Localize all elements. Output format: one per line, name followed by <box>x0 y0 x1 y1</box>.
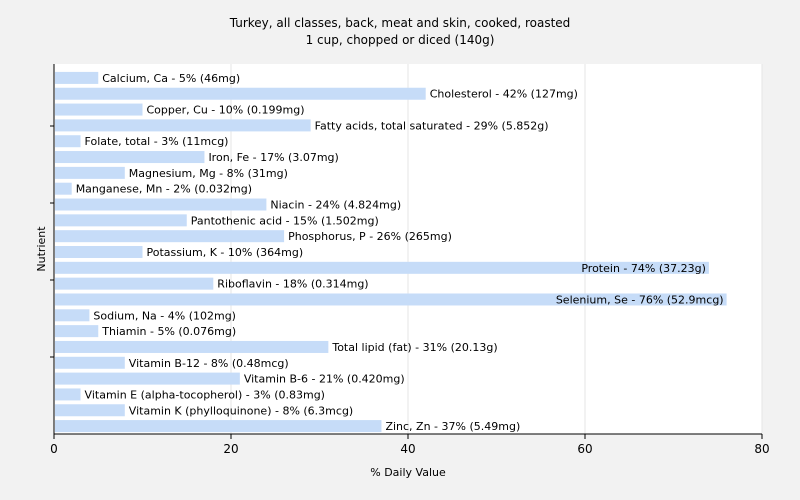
bar <box>55 420 382 433</box>
bar-label: Vitamin K (phylloquinone) - 8% (6.3mcg) <box>129 404 353 417</box>
bar <box>55 388 81 401</box>
bar <box>55 230 285 243</box>
bar <box>55 309 90 322</box>
bar <box>55 372 240 385</box>
x-tick-label: 80 <box>754 442 769 456</box>
chart-title: Turkey, all classes, back, meat and skin… <box>229 16 571 30</box>
bar-label: Zinc, Zn - 37% (5.49mg) <box>385 420 520 433</box>
bar <box>55 103 143 116</box>
bar <box>55 214 187 227</box>
bar-label: Riboflavin - 18% (0.314mg) <box>217 278 368 291</box>
bar <box>55 246 143 258</box>
bar <box>55 151 205 164</box>
bar <box>55 198 267 211</box>
bar-label: Folate, total - 3% (11mcg) <box>85 135 229 148</box>
axes: 0 20 40 60 80 <box>50 64 770 456</box>
x-axis-title: % Daily Value <box>370 466 446 479</box>
bar <box>55 293 727 306</box>
x-tick-label: 40 <box>400 442 415 456</box>
bar <box>55 119 311 132</box>
bar <box>55 404 125 417</box>
x-tick-label: 60 <box>577 442 592 456</box>
bar <box>55 135 81 148</box>
bar-label: Iron, Fe - 17% (3.07mg) <box>208 151 338 164</box>
bar-label: Magnesium, Mg - 8% (31mg) <box>129 167 288 180</box>
bar <box>55 261 709 274</box>
bar <box>55 182 72 195</box>
bar-label: Selenium, Se - 76% (52.9mcg) <box>556 293 724 306</box>
bar-label: Phosphorus, P - 26% (265mg) <box>288 230 452 243</box>
bar-label: Total lipid (fat) - 31% (20.13g) <box>331 341 497 354</box>
bar-label: Calcium, Ca - 5% (46mg) <box>102 72 240 85</box>
bar-label: Vitamin E (alpha-tocopherol) - 3% (0.83m… <box>85 388 325 401</box>
bar <box>55 356 125 369</box>
bar-label: Niacin - 24% (4.824mg) <box>270 199 401 212</box>
bar <box>55 325 99 338</box>
bar-label: Manganese, Mn - 2% (0.032mg) <box>76 183 252 196</box>
bar-label: Thiamin - 5% (0.076mg) <box>101 325 236 338</box>
x-tick-label: 0 <box>50 442 58 456</box>
bar-label: Copper, Cu - 10% (0.199mg) <box>147 104 305 117</box>
bar-label: Protein - 74% (37.23g) <box>581 262 706 275</box>
bar <box>55 71 99 84</box>
bar-label: Cholesterol - 42% (127mg) <box>430 88 578 101</box>
bar <box>55 277 214 290</box>
bar-label: Pantothenic acid - 15% (1.502mg) <box>191 214 379 227</box>
bar-label: Vitamin B-12 - 8% (0.48mcg) <box>129 357 289 370</box>
bar-label: Vitamin B-6 - 21% (0.420mg) <box>244 373 405 386</box>
bar <box>55 87 426 100</box>
bars: Calcium, Ca - 5% (46mg) Cholesterol - 42%… <box>55 71 727 433</box>
y-axis-title: Nutrient <box>35 226 48 272</box>
bar <box>55 166 125 179</box>
bar-label: Potassium, K - 10% (364mg) <box>147 246 304 259</box>
bar-label: Sodium, Na - 4% (102mg) <box>93 309 236 322</box>
bar-label: Fatty acids, total saturated - 29% (5.85… <box>315 119 549 132</box>
chart-subtitle: 1 cup, chopped or diced (140g) <box>306 33 495 47</box>
bar <box>55 340 329 353</box>
x-tick-label: 20 <box>223 442 238 456</box>
